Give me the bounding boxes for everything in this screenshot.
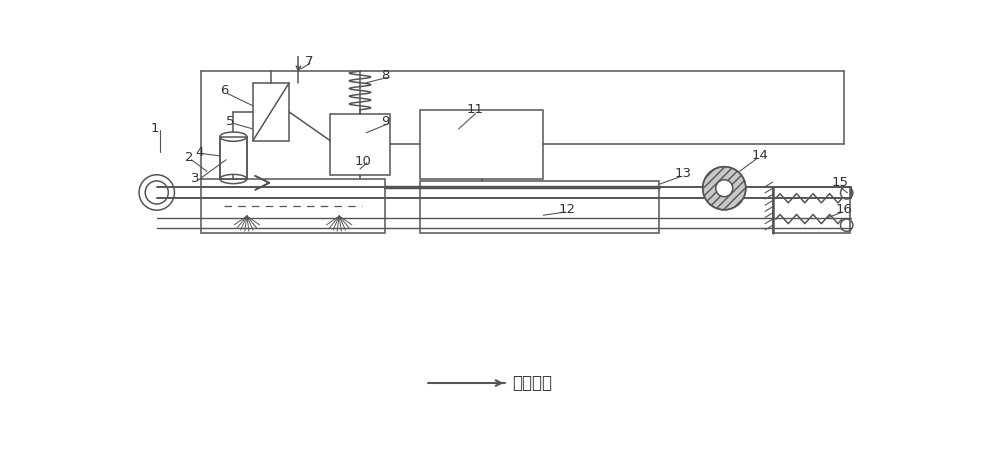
- Text: 8: 8: [382, 68, 390, 81]
- Text: 16: 16: [836, 203, 853, 216]
- Text: 运行方向: 运行方向: [512, 374, 552, 392]
- Circle shape: [716, 180, 733, 197]
- Text: 15: 15: [832, 176, 849, 189]
- Text: 12: 12: [559, 203, 576, 216]
- Text: 7: 7: [305, 55, 313, 68]
- Text: 1: 1: [151, 122, 159, 135]
- Text: 6: 6: [220, 84, 228, 97]
- Text: 2: 2: [185, 151, 194, 164]
- Text: 10: 10: [355, 155, 372, 168]
- Text: 13: 13: [674, 167, 691, 180]
- Text: 14: 14: [751, 149, 768, 162]
- Circle shape: [703, 166, 746, 210]
- Text: 11: 11: [466, 103, 483, 116]
- Text: 4: 4: [195, 146, 204, 159]
- Text: 9: 9: [382, 115, 390, 128]
- Text: 3: 3: [191, 173, 200, 186]
- Text: 5: 5: [226, 115, 235, 128]
